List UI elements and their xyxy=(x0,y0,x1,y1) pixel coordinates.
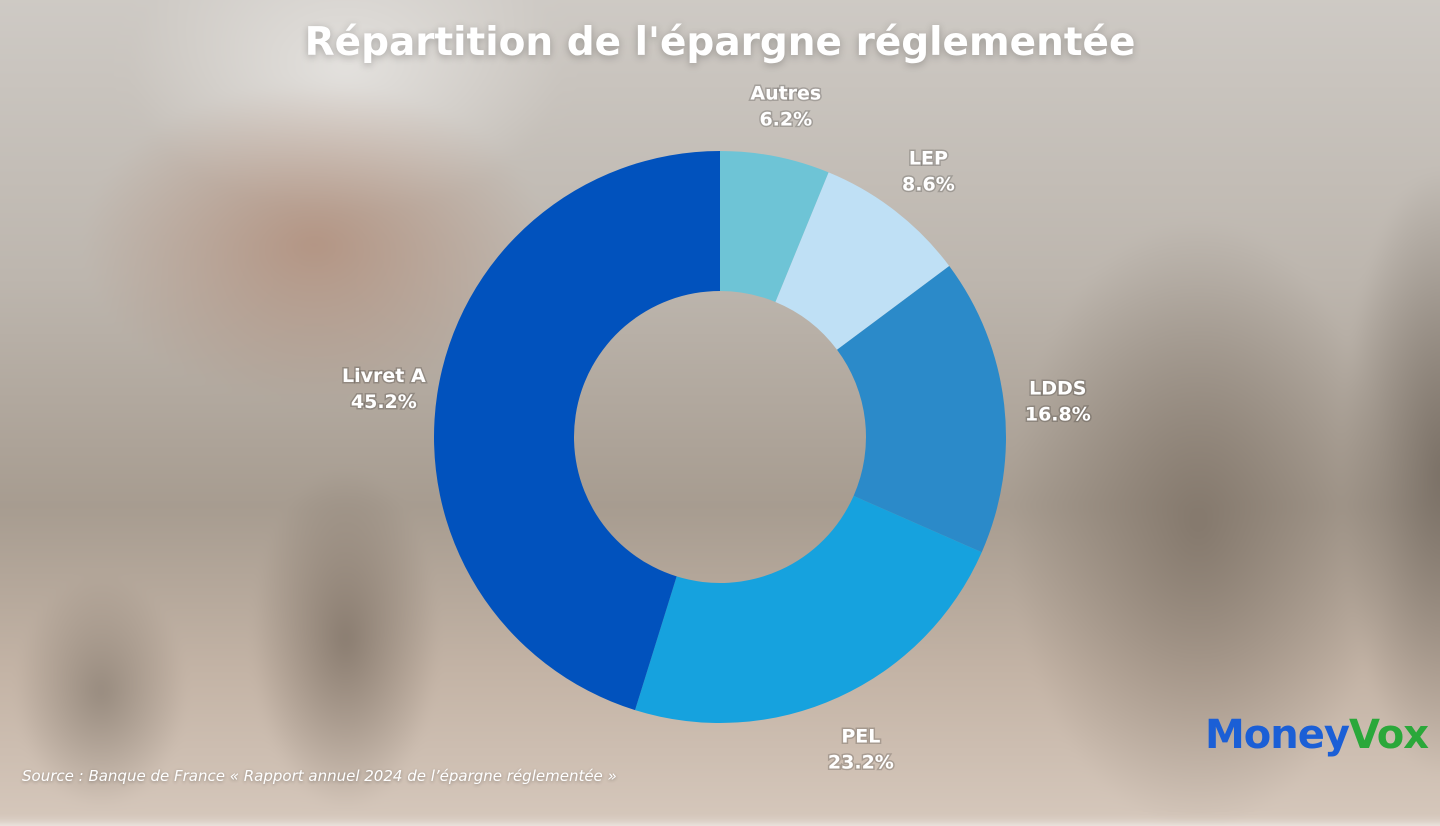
moneyvox-logo: MoneyVox xyxy=(1205,712,1429,758)
slice-value-label: 23.2% xyxy=(828,751,894,773)
slice-label-autres: Autres 6.2% xyxy=(749,81,823,132)
logo-vox-text: Vox xyxy=(1348,712,1429,758)
slice-category-label: LDDS xyxy=(1029,378,1086,400)
slice-category-label: Livret A xyxy=(342,365,426,387)
slice-category-label: PEL xyxy=(841,725,880,747)
donut-slice-ldds xyxy=(837,265,1006,553)
logo-money-text: Money xyxy=(1205,712,1350,758)
slice-label-pel: PEL 23.2% xyxy=(826,724,895,775)
slice-label-lep: LEP 8.6% xyxy=(901,146,957,197)
chart-title: Répartition de l'épargne réglementée xyxy=(304,20,1136,65)
donut-slice-lep xyxy=(775,172,950,350)
slice-label-ldds: LDDS 16.8% xyxy=(1023,376,1092,427)
donut-slice-pel xyxy=(635,495,982,723)
donut-slice-livret-a xyxy=(434,150,720,711)
source-note: Source : Banque de France « Rapport annu… xyxy=(22,767,617,785)
slice-value-label: 16.8% xyxy=(1025,404,1091,426)
slice-value-label: 8.6% xyxy=(902,173,955,195)
slice-value-label: 45.2% xyxy=(351,391,417,413)
slice-value-label: 6.2% xyxy=(759,108,812,130)
donut-slice-autres xyxy=(720,151,829,302)
slice-category-label: LEP xyxy=(909,147,948,169)
slice-category-label: Autres xyxy=(750,82,821,104)
slice-label-livret-a: Livret A 45.2% xyxy=(341,363,428,414)
